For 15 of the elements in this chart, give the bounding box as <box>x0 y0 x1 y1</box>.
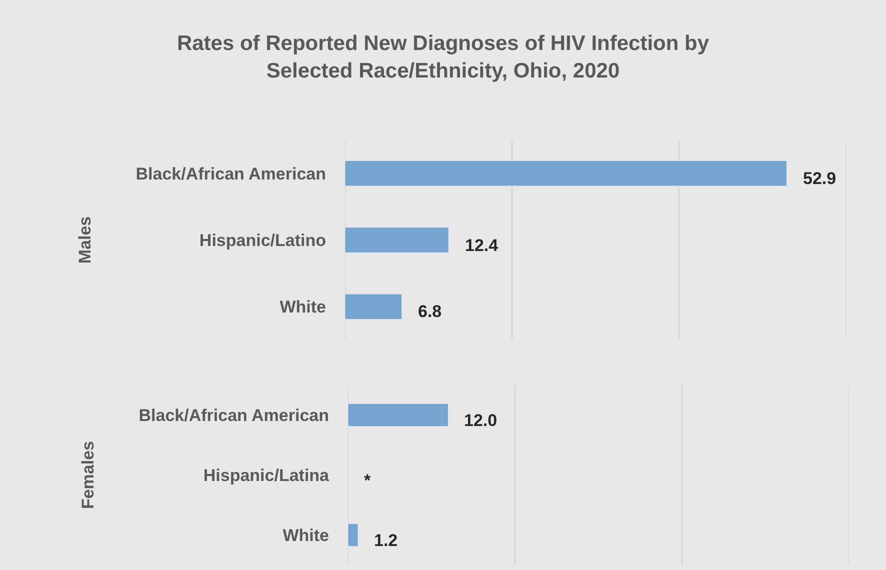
y-tick-label: Hispanic/Latina <box>203 466 330 485</box>
text: * <box>364 471 371 490</box>
data-label: 52.9 <box>803 169 836 188</box>
y-tick-label: Black/African American <box>136 164 326 184</box>
y-axis-title: Males <box>75 216 94 264</box>
data-label: 1.2 <box>374 531 398 550</box>
y-tick-label: Hispanic/Latino <box>199 230 326 250</box>
y-tick-label: White <box>280 298 326 317</box>
y-tick-label: White <box>282 526 329 545</box>
data-label: 12.4 <box>465 236 499 255</box>
chart-title: Rates of Reported New Diagnoses of HIV Infection by Selected Race/Ethnicity, Ohio, 2020 <box>176 32 710 82</box>
y-axis-title: Females <box>78 440 98 510</box>
y-tick-label: Black/African American <box>138 406 329 425</box>
data-label: 12.0 <box>464 411 498 430</box>
data-label: 6.8 <box>418 302 442 321</box>
